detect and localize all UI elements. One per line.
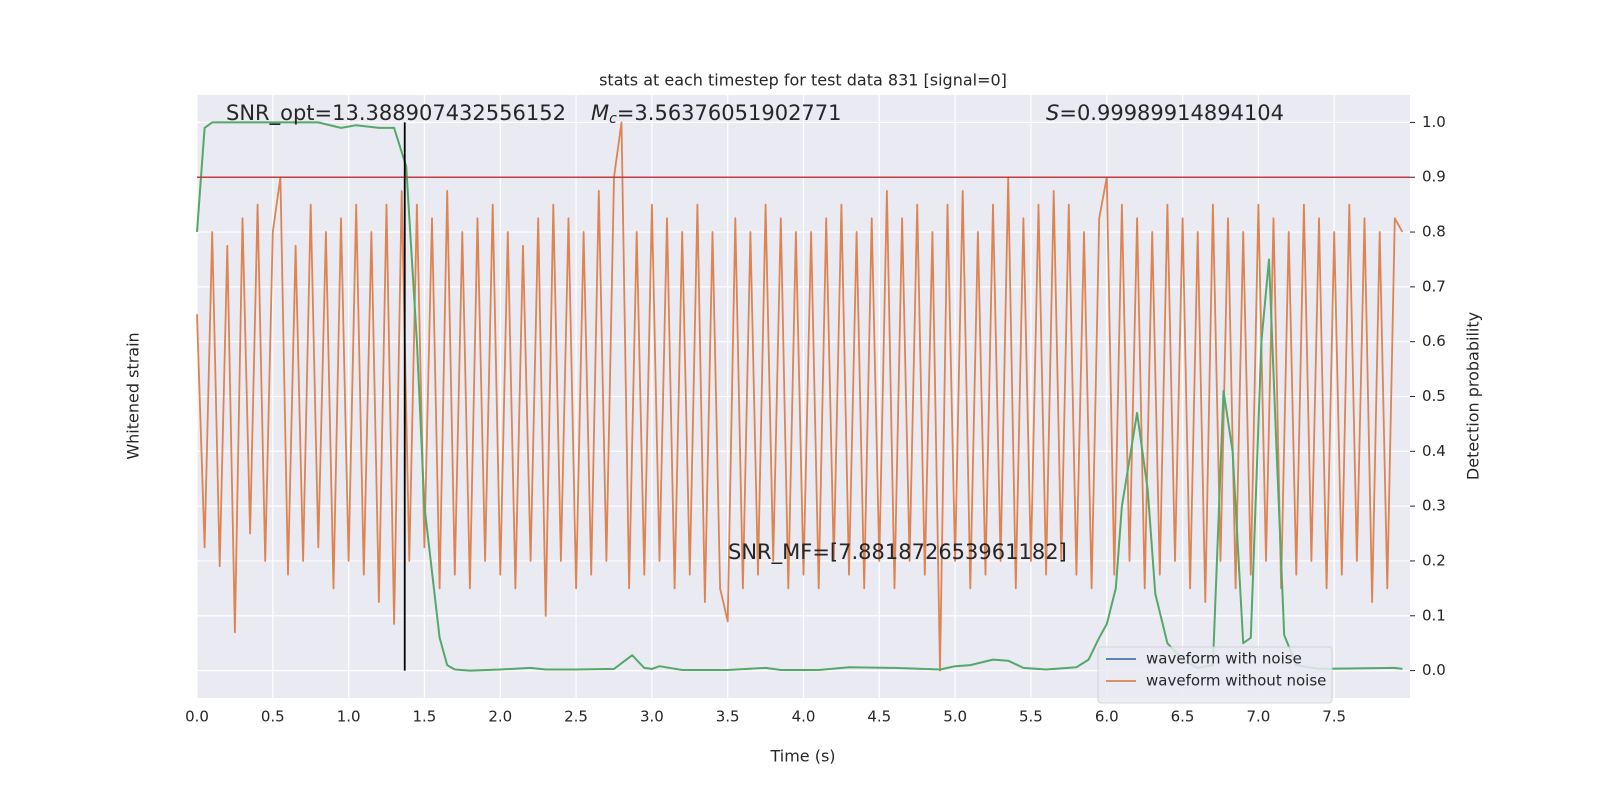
annotation: S=0.99989914894104: [1046, 101, 1284, 125]
annotation-text: SNR_opt=13.388907432556152: [226, 101, 566, 126]
x-tick-label: 5.0: [943, 708, 967, 726]
x-tick-label: 0.5: [261, 708, 285, 726]
y2-tick-label: 0.0: [1422, 661, 1446, 679]
annotation-symbol: M: [591, 101, 609, 125]
x-tick-label: 2.0: [488, 708, 512, 726]
chart-title: stats at each timestep for test data 831…: [599, 71, 1007, 90]
y2-tick-label: 0.3: [1422, 497, 1446, 515]
y2-tick-label: 0.2: [1422, 551, 1446, 569]
annotation-symbol: S: [1046, 101, 1059, 125]
x-tick-label: 0.0: [185, 708, 209, 726]
annotation: SNR_MF=[7.881872653961182]: [728, 540, 1067, 565]
series-line: [196, 121, 1403, 672]
y2-tick-label: 0.1: [1422, 606, 1446, 624]
annotation-text: =3.56376051902771: [617, 101, 842, 125]
legend: waveform with noise waveform without nois…: [1097, 646, 1333, 704]
x-tick-label: 6.5: [1171, 708, 1195, 726]
annotation: Mc=3.56376051902771: [591, 101, 842, 127]
series-line: [196, 121, 1404, 672]
x-tick-label: 3.5: [716, 708, 740, 726]
y2-tick-label: 0.8: [1422, 223, 1446, 241]
x-tick-label: 4.0: [792, 708, 816, 726]
y2-axis-label: Detection probability: [1464, 312, 1483, 480]
x-tick-label: 1.5: [413, 708, 437, 726]
x-axis-label: Time (s): [769, 747, 835, 766]
legend-label: waveform without noise: [1146, 672, 1326, 690]
y2-tick-label: 0.4: [1422, 442, 1446, 460]
legend-box: [1097, 646, 1333, 704]
x-tick-label: 6.0: [1095, 708, 1119, 726]
annotation-subscript: c: [609, 111, 617, 127]
y2-tick-label: 0.7: [1422, 277, 1446, 295]
x-tick-label: 2.5: [564, 708, 588, 726]
x-tick-label: 7.5: [1322, 708, 1346, 726]
annotation: SNR_opt=13.388907432556152: [226, 101, 566, 126]
x-tick-label: 1.0: [337, 708, 361, 726]
annotation-text: SNR_MF=[7.881872653961182]: [728, 540, 1067, 565]
legend-label: waveform with noise: [1146, 650, 1302, 668]
y-axis-label: Whitened strain: [124, 332, 143, 459]
annotation-text: =0.99989914894104: [1059, 101, 1284, 125]
y2-tick-label: 0.9: [1422, 168, 1446, 186]
x-tick-label: 4.5: [867, 708, 891, 726]
x-tick-label: 5.5: [1019, 708, 1043, 726]
x-tick-label: 3.0: [640, 708, 664, 726]
y2-tick-label: 1.0: [1422, 113, 1446, 131]
y2-tick-label: 0.6: [1422, 332, 1446, 350]
x-tick-label: 7.0: [1246, 708, 1270, 726]
y2-tick-label: 0.5: [1422, 387, 1446, 405]
